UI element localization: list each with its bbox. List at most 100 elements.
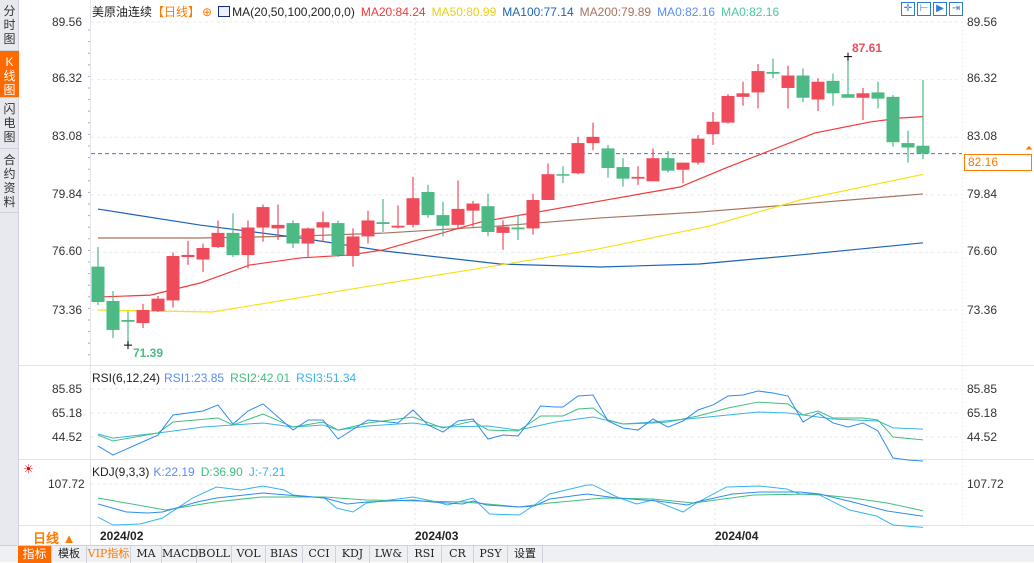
candle-body [346, 236, 360, 256]
play-range-icon[interactable]: ▶ [933, 2, 947, 16]
tab-contract-info[interactable]: 合约资料 [0, 149, 19, 213]
kline-chart[interactable] [0, 0, 1034, 545]
candle-body [271, 224, 285, 229]
tab-time-chart[interactable]: 分时图 [0, 0, 19, 51]
candle-body [436, 215, 450, 226]
kdj-d-line [97, 493, 924, 512]
candle-body [541, 174, 555, 200]
ma0-value-b: MA0:82.16 [721, 5, 780, 19]
crosshair-icon[interactable]: ✛ [901, 2, 915, 16]
candle-body [526, 199, 540, 229]
left-axis-tick: 83.08 [52, 129, 83, 143]
candle-body [826, 80, 840, 94]
candle-body [796, 75, 810, 98]
candle-body [676, 162, 690, 170]
indicator-tab[interactable]: VIP指标 [87, 546, 131, 563]
candle-body [181, 254, 195, 258]
candle-body [736, 93, 750, 97]
rsi2-line [97, 401, 924, 442]
candle-body [556, 174, 570, 176]
left-axis-tick: 79.84 [52, 187, 83, 201]
indicator-tab[interactable]: PSY [474, 546, 508, 563]
date-label: 2024/04 [715, 529, 759, 543]
ma0-value-a: MA0:82.16 [657, 5, 716, 19]
candle-body [406, 198, 420, 225]
symbol-name: 美原油连续 [92, 5, 153, 19]
candle-body [196, 247, 210, 260]
candle-body [781, 75, 795, 88]
rsi1-line [97, 390, 924, 462]
period-label[interactable]: 【日线】 [152, 5, 201, 19]
date-label: 2024/03 [415, 529, 459, 543]
tab-flash-chart[interactable]: 闪电图 [0, 98, 19, 149]
rsi1-value: RSI1:23.85 [164, 371, 225, 385]
indicator-tab[interactable]: BOLL [197, 546, 232, 563]
kdj-right-tick: 107.72 [967, 477, 1004, 491]
candle-body [91, 266, 105, 303]
high-price-label: 87.61 [852, 41, 883, 55]
candle-body [511, 227, 525, 230]
candle-body [811, 81, 825, 100]
indicator-tab[interactable]: RSI [408, 546, 442, 563]
indicator-tab[interactable]: LW& [370, 546, 408, 563]
candle-body [166, 255, 180, 301]
ma-params[interactable]: MA(20,50,100,200,0,0) [232, 5, 355, 19]
ma20-value: MA20:84.24 [360, 5, 426, 19]
current-price-label: 82.16 [964, 154, 1032, 171]
indicator-tab[interactable]: MA [131, 546, 162, 563]
ma-legend: 美原油连续【日线】 ⊕ MA(20,50,100,200,0,0) MA20:84.2… [92, 3, 785, 20]
candle-body [766, 71, 780, 74]
candle-body [496, 226, 510, 233]
candle-body [391, 225, 405, 228]
rsi-params[interactable]: RSI(6,12,24) [92, 371, 161, 385]
candle-body [841, 94, 855, 98]
indicator-tab[interactable]: CCI [303, 546, 336, 563]
indicator-tab[interactable]: MACD [162, 546, 198, 563]
zoom-range-icon[interactable]: ⊢ [917, 2, 931, 16]
candle-body [136, 310, 150, 324]
ma50-line [97, 173, 924, 313]
price-arrow-icon[interactable]: ⏶ [1025, 143, 1033, 154]
ma100-value: MA100:77.14 [502, 5, 574, 19]
indicator-tab[interactable]: VOL [232, 546, 266, 563]
candle-body [646, 158, 660, 182]
indicator-tab[interactable]: CR [442, 546, 474, 563]
indicator-tab[interactable]: BIAS [266, 546, 303, 563]
left-axis-tick: 76.60 [52, 244, 83, 258]
candle-body [901, 143, 915, 148]
rsi-legend: RSI(6,12,24) RSI1:23.85 RSI2:42.01 RSI3:51.… [92, 371, 362, 385]
candle-body [691, 138, 705, 163]
k-value: K:22.19 [153, 465, 195, 479]
right-axis-tick: 86.32 [967, 71, 998, 85]
period-selector[interactable]: 日线 ▲ [33, 531, 76, 546]
tab-kline-chart[interactable]: K线图 [0, 51, 19, 98]
candle-body [106, 300, 120, 330]
date-label: 2024/02 [100, 529, 144, 543]
rsi-left-tick: 65.18 [52, 406, 83, 420]
candle-body [286, 223, 300, 244]
low-price-label: 71.39 [133, 346, 164, 360]
kdj-params[interactable]: KDJ(9,3,3) [92, 465, 150, 479]
rsi2-value: RSI2:42.01 [230, 371, 291, 385]
indicator-tab[interactable]: 设置 [508, 546, 543, 563]
rsi-left-tick: 44.52 [52, 430, 83, 444]
indicator-tab[interactable]: KDJ [336, 546, 370, 563]
candle-body [631, 176, 645, 179]
ma50-value: MA50:80.99 [431, 5, 497, 19]
candle-body [451, 208, 465, 225]
candle-body [481, 206, 495, 232]
indicator-tab[interactable]: 指标 [18, 546, 52, 563]
ma-chart-icon[interactable] [218, 6, 231, 17]
candle-body [721, 95, 735, 123]
exit-icon[interactable]: ⇥ [949, 2, 963, 16]
candle-body [916, 145, 930, 154]
left-axis-tick: 73.36 [52, 303, 83, 317]
indicator-settings-icon[interactable]: ☀ [23, 462, 34, 476]
right-axis-tick: 89.56 [967, 15, 998, 29]
candle-body [361, 220, 375, 237]
indicator-tab[interactable]: 模板 [52, 546, 87, 563]
add-icon[interactable]: ⊕ [202, 5, 213, 19]
rsi-right-tick: 65.18 [967, 406, 998, 420]
left-axis-tick: 89.56 [52, 15, 83, 29]
right-axis-tick: 73.36 [967, 303, 998, 317]
